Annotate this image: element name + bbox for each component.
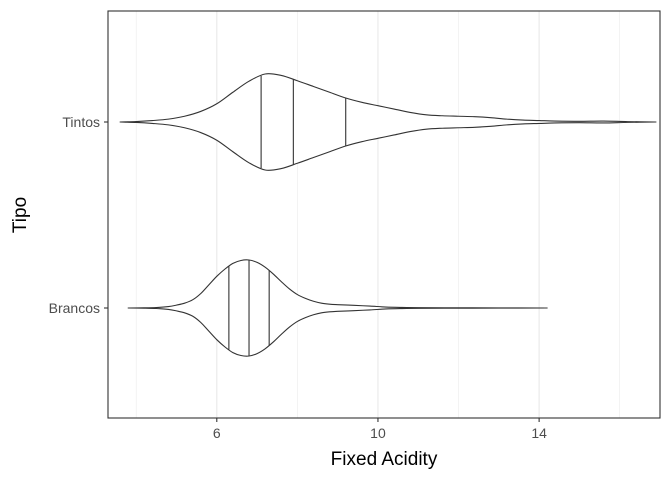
gridlines [135, 11, 621, 418]
x-axis-title: Fixed Acidity [331, 449, 438, 470]
violins [119, 73, 657, 357]
x-tick-label-1: 10 [370, 425, 386, 441]
x-axis: 6 10 14 [213, 418, 547, 441]
x-tick-label-0: 6 [213, 425, 221, 441]
violin-tintos [119, 73, 657, 171]
y-axis-title: Tipo [10, 197, 31, 233]
y-axis: Tintos Brancos [49, 114, 108, 316]
y-tick-label-brancos: Brancos [49, 300, 100, 316]
violin-brancos [127, 259, 548, 357]
panel-border [107, 10, 661, 419]
y-tick-label-tintos: Tintos [62, 114, 100, 130]
x-tick-label-2: 14 [531, 425, 547, 441]
